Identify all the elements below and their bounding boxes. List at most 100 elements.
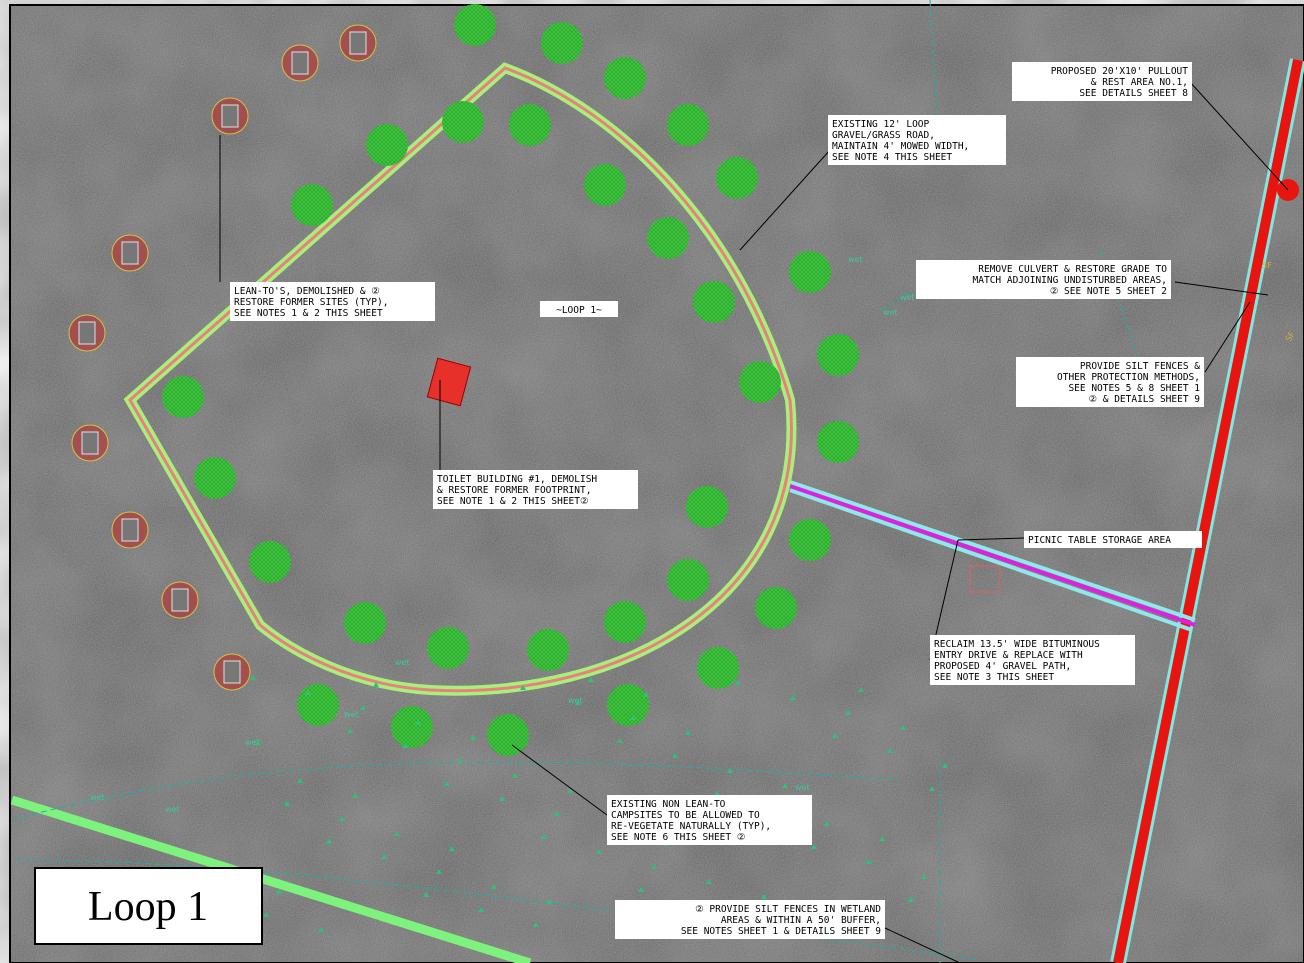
sf-label: SF: [1284, 330, 1297, 343]
note-line: AREAS & WITHIN A 50' BUFFER,: [721, 915, 881, 926]
wetland-symbol: [444, 781, 450, 786]
note-line: LEAN-TO'S, DEMOLISHED & ②: [234, 286, 380, 297]
wetland-symbol: [811, 844, 817, 849]
wetland-symbol: [567, 788, 573, 793]
wet-label: wet: [395, 658, 410, 667]
note: PICNIC TABLE STORAGE AREA: [1024, 531, 1202, 548]
wetland-symbol: [457, 758, 463, 763]
note-box: [828, 115, 1006, 165]
campsite: [607, 684, 649, 726]
campsite: [541, 22, 583, 64]
note-line: SEE NOTES SHEET 1 & DETAILS SHEET 9: [681, 926, 881, 937]
note: PROVIDE SILT FENCES &OTHER PROTECTION ME…: [1016, 357, 1204, 407]
note-box: [433, 470, 638, 509]
title-box: [34, 867, 263, 945]
campsite: [755, 587, 797, 629]
wetland-symbol: [630, 715, 636, 720]
wetland-symbol: [643, 692, 649, 697]
note-line: ② & DETAILS SHEET 9: [1089, 394, 1201, 405]
note-line: EXISTING 12' LOOP: [832, 119, 930, 130]
campsite: [686, 486, 728, 528]
toilet-building: [426, 357, 472, 407]
note-box: [1012, 62, 1192, 101]
lean-to: [121, 518, 139, 542]
wetland-symbol: [520, 685, 526, 690]
note-box: [615, 900, 885, 939]
note-line: GRAVEL/GRASS ROAD,: [832, 130, 935, 141]
wetland-symbol: [255, 740, 261, 745]
wetland-symbol: [276, 889, 282, 894]
note-line: TOILET BUILDING #1, DEMOLISH: [437, 474, 597, 485]
campsite: [249, 541, 291, 583]
wetland-symbol: [638, 887, 644, 892]
note-box: [916, 260, 1171, 299]
leaders: [219, 81, 1289, 963]
note-box: [1024, 531, 1202, 548]
wetland-symbol: [478, 907, 484, 912]
note-box: [230, 282, 435, 321]
note-box: [1016, 357, 1204, 407]
wetland-symbol: [394, 831, 400, 836]
campsite: [693, 281, 735, 323]
note-line: & RESTORE FORMER FOOTPRINT,: [437, 485, 591, 496]
wetland-symbol: [347, 728, 353, 733]
note-line: SEE DETAILS SHEET 8: [1079, 88, 1188, 99]
note-line: MATCH ADJOINING UNDISTURBED AREAS,: [973, 275, 1167, 286]
note-line: SEE NOTES 5 & 8 SHEET 1: [1068, 383, 1200, 394]
campsite: [162, 376, 204, 418]
note-line: SEE NOTE 6 THIS SHEET ②: [611, 832, 746, 843]
wetland-symbol: [575, 700, 581, 705]
wetland-symbol: [858, 687, 864, 692]
wet-label: wet: [883, 308, 898, 317]
wet-label: wet: [344, 710, 359, 719]
wetland-symbol: [381, 854, 387, 859]
wet-label: wet: [245, 738, 260, 747]
campsite: [509, 104, 551, 146]
campsite: [697, 647, 739, 689]
wetland-symbol: [651, 864, 657, 869]
wetland-symbol: [402, 743, 408, 748]
wetland-symbol: [415, 720, 421, 725]
wetland-symbol: [929, 786, 935, 791]
wetland-symbol: [714, 791, 720, 796]
wet-label: wet: [900, 293, 915, 302]
campsite: [487, 714, 529, 756]
campsite: [344, 602, 386, 644]
wetland-symbol: [436, 869, 442, 874]
wetland-symbol: [790, 695, 796, 700]
wetland-symbol: [339, 816, 345, 821]
wetland-symbol: [470, 735, 476, 740]
wetland-symbol: [727, 768, 733, 773]
wetland-symbol: [326, 839, 332, 844]
campsite: [739, 361, 781, 403]
wetland-symbol: [706, 879, 712, 884]
campsite: [427, 627, 469, 669]
wetland-symbol: [866, 859, 872, 864]
note-line: ② SEE NOTE 5 SHEET 2: [1050, 286, 1167, 297]
campsite: [667, 104, 709, 146]
wetland-symbol: [297, 778, 303, 783]
campsite: [297, 684, 339, 726]
note-line: PROPOSED 4' GRAVEL PATH,: [934, 661, 1071, 672]
note-line: REMOVE CULVERT & RESTORE GRADE TO: [978, 264, 1167, 275]
lean-to: [223, 660, 241, 684]
note-line: ENTRY DRIVE & REPLACE WITH: [934, 650, 1083, 661]
note-line: CAMPSITES TO BE ALLOWED TO: [611, 810, 760, 821]
wetland-symbol: [908, 897, 914, 902]
wetland-symbol: [761, 894, 767, 899]
drive-edge: [789, 480, 1196, 632]
wetland-symbol: [533, 922, 539, 927]
wetland-symbol: [352, 793, 358, 798]
wetland-symbol: [318, 927, 324, 932]
map-title: Loop 1: [88, 884, 208, 930]
wet-label: wet: [795, 783, 810, 792]
campsite: [194, 457, 236, 499]
note-box: [607, 795, 812, 845]
wetland-symbol: [782, 783, 788, 788]
entry-drive: [789, 484, 1196, 627]
wet-label: wet: [568, 696, 583, 705]
campsite: [291, 184, 333, 226]
